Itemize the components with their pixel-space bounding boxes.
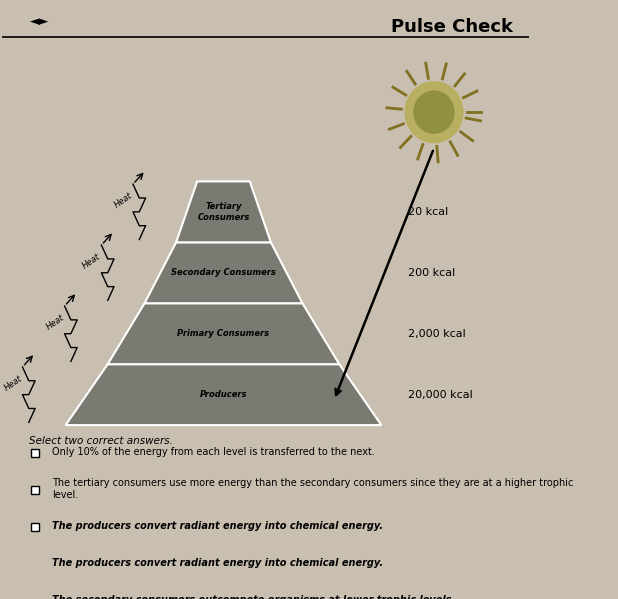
Text: 2,000 kcal: 2,000 kcal bbox=[408, 329, 465, 338]
Text: 20,000 kcal: 20,000 kcal bbox=[408, 389, 472, 400]
Text: The producers convert radiant energy into chemical energy.: The producers convert radiant energy int… bbox=[53, 558, 384, 568]
Circle shape bbox=[414, 91, 454, 133]
Polygon shape bbox=[145, 243, 302, 303]
Text: ◄►: ◄► bbox=[30, 15, 49, 28]
FancyBboxPatch shape bbox=[32, 449, 39, 456]
Text: Producers: Producers bbox=[200, 390, 247, 399]
Text: The secondary consumers outcompete organisms at lower trophic levels.: The secondary consumers outcompete organ… bbox=[53, 595, 455, 599]
Polygon shape bbox=[66, 364, 381, 425]
Text: Heat: Heat bbox=[44, 313, 66, 332]
Text: Only 10% of the energy from each level is transferred to the next.: Only 10% of the energy from each level i… bbox=[53, 447, 375, 456]
Text: The tertiary consumers use more energy than the secondary consumers since they a: The tertiary consumers use more energy t… bbox=[53, 478, 574, 500]
Circle shape bbox=[405, 81, 463, 143]
Text: 200 kcal: 200 kcal bbox=[408, 268, 455, 278]
Text: Primary Consumers: Primary Consumers bbox=[177, 329, 269, 338]
FancyBboxPatch shape bbox=[32, 523, 39, 531]
Text: Tertiary
Consumers: Tertiary Consumers bbox=[197, 202, 250, 222]
Text: Heat: Heat bbox=[113, 192, 134, 210]
FancyBboxPatch shape bbox=[32, 597, 39, 599]
Text: 20 kcal: 20 kcal bbox=[408, 207, 448, 217]
Text: Pulse Check: Pulse Check bbox=[391, 18, 513, 36]
Text: Heat: Heat bbox=[81, 252, 103, 271]
FancyBboxPatch shape bbox=[32, 486, 39, 494]
Polygon shape bbox=[108, 303, 339, 364]
Polygon shape bbox=[176, 181, 271, 243]
Text: The producers convert radiant energy into chemical energy.: The producers convert radiant energy int… bbox=[53, 521, 384, 531]
FancyBboxPatch shape bbox=[32, 560, 39, 568]
Text: Secondary Consumers: Secondary Consumers bbox=[171, 268, 276, 277]
Text: Select two correct answers.: Select two correct answers. bbox=[29, 436, 172, 446]
Text: Heat: Heat bbox=[2, 374, 23, 393]
